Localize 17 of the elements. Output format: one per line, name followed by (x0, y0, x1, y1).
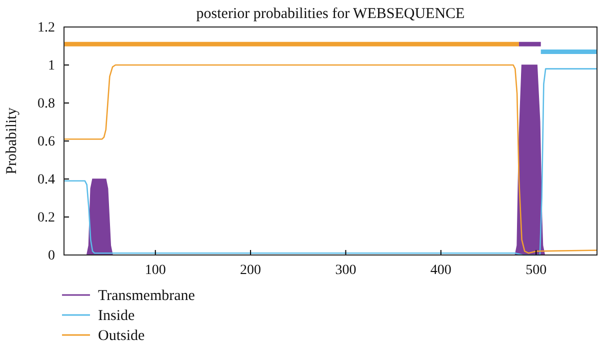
y-tick-label: 0.4 (38, 172, 55, 188)
x-tick-label: 300 (335, 262, 356, 278)
y-tick-label: 0.2 (38, 210, 55, 226)
legend-label: Inside (98, 308, 135, 324)
legend-label: Transmembrane (98, 288, 196, 304)
chart-title: posterior probabilities for WEBSEQUENCE (196, 6, 465, 22)
x-tick-label: 100 (144, 262, 166, 278)
x-tick-label: 500 (526, 262, 547, 278)
y-tick-label: 1.2 (38, 20, 55, 36)
y-tick-label: 1 (48, 58, 55, 74)
y-axis-title: Probability (4, 107, 20, 174)
y-tick-label: 0.8 (38, 96, 55, 112)
legend-label: Outside (98, 328, 146, 344)
y-tick-label: 0.6 (38, 134, 55, 150)
x-tick-label: 400 (430, 262, 452, 278)
x-tick-label: 200 (240, 262, 262, 278)
y-tick-label: 0 (48, 248, 55, 264)
